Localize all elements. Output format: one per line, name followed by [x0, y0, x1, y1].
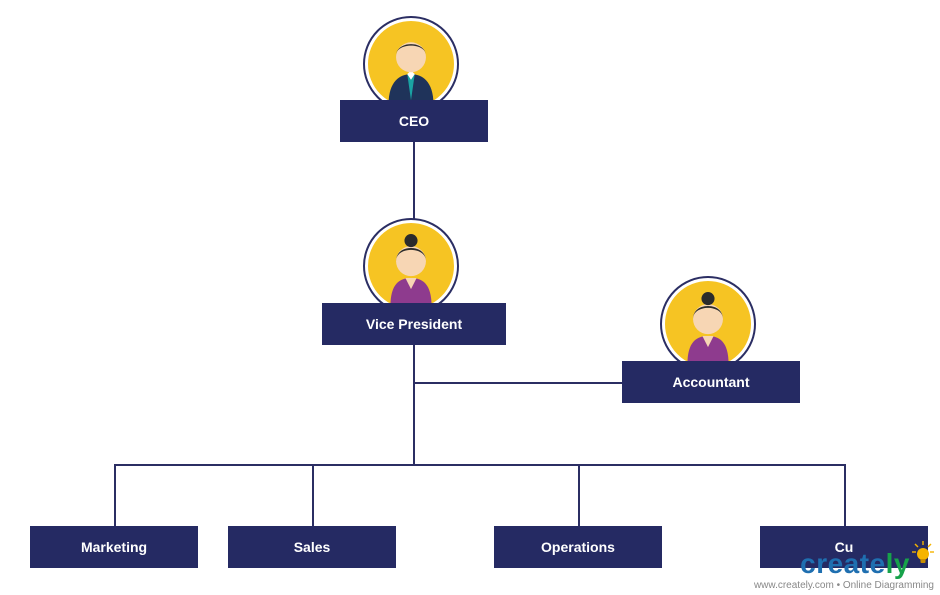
node-ceo[interactable]: [365, 18, 457, 110]
edge-fork-drop-2: [312, 464, 314, 526]
avatar-male-icon: [365, 18, 457, 110]
brand-logo: creately: [800, 547, 934, 580]
edge-acct-branch: [413, 382, 622, 384]
dept-sales[interactable]: Sales: [228, 526, 396, 568]
edge-ceo-vp: [413, 142, 415, 220]
brand-tagline: www.creately.com • Online Diagramming: [754, 580, 934, 591]
dept-operations[interactable]: Operations: [494, 526, 662, 568]
node-accountant[interactable]: [662, 278, 754, 370]
dept-operations-text: Operations: [541, 539, 615, 555]
edge-fork-drop-1: [114, 464, 116, 526]
brand-watermark: creately www.creately.com • Online Diagr…: [754, 547, 934, 591]
label-ceo-text: CEO: [399, 113, 429, 129]
label-vp-text: Vice President: [366, 316, 462, 332]
dept-sales-text: Sales: [294, 539, 331, 555]
label-ceo: CEO: [340, 100, 488, 142]
avatar-female-icon: [365, 220, 457, 312]
edge-fork-bar: [114, 464, 844, 466]
dept-marketing-text: Marketing: [81, 539, 147, 555]
org-chart-canvas: CEO Vice President Acc: [0, 0, 940, 595]
edge-fork-drop-3: [578, 464, 580, 526]
label-vp: Vice President: [322, 303, 506, 345]
edge-fork-drop-4: [844, 464, 846, 526]
lightbulb-icon: [912, 541, 934, 574]
label-accountant: Accountant: [622, 361, 800, 403]
dept-marketing[interactable]: Marketing: [30, 526, 198, 568]
node-vp[interactable]: [365, 220, 457, 312]
edge-vp-down: [413, 345, 415, 464]
label-accountant-text: Accountant: [673, 374, 750, 390]
avatar-female-icon: [662, 278, 754, 370]
